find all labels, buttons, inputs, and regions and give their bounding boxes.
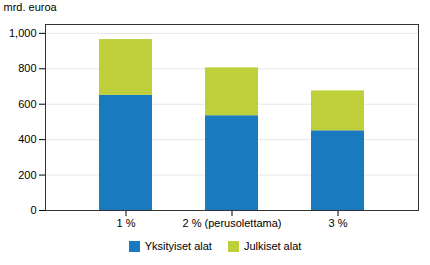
svg-text:200: 200 bbox=[18, 169, 36, 181]
html-text:Yksityiset alat: Yksityiset alat bbox=[144, 240, 212, 252]
svg-text:2 % (perusolettama): 2 % (perusolettama) bbox=[182, 217, 281, 229]
svg-text:800: 800 bbox=[18, 62, 36, 74]
html-text:Julkiset alat: Julkiset alat bbox=[243, 240, 302, 252]
svg-text:0: 0 bbox=[30, 204, 36, 216]
svg-text:mrd. euroa: mrd. euroa bbox=[4, 1, 58, 13]
svg-text:400: 400 bbox=[18, 133, 36, 145]
svg-text:1,000: 1,000 bbox=[9, 27, 37, 39]
svg-text:600: 600 bbox=[18, 98, 36, 110]
svg-text:3 %: 3 % bbox=[329, 217, 348, 229]
svg-text:1 %: 1 % bbox=[117, 217, 136, 229]
